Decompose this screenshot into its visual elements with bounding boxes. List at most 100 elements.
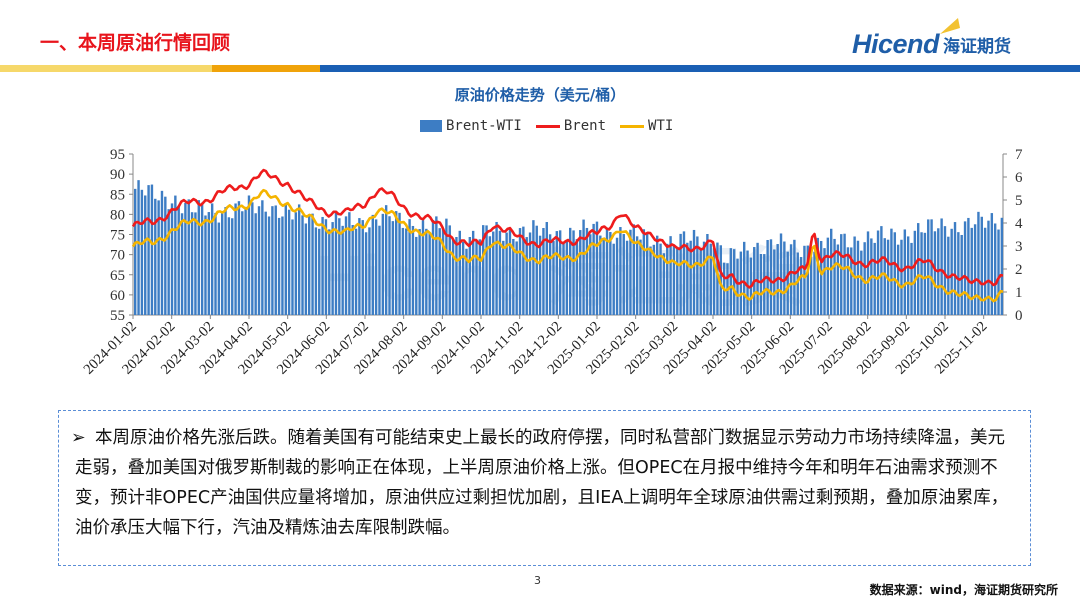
bar-brent-wti xyxy=(823,248,826,315)
bar-brent-wti xyxy=(545,222,548,315)
bar-brent-wti xyxy=(428,232,431,315)
bar-brent-wti xyxy=(896,244,900,315)
chart-legend: Brent-WTI Brent WTI xyxy=(420,118,687,134)
legend-item-brent: Brent xyxy=(535,118,607,134)
bar-brent-wti xyxy=(217,222,221,315)
bar-brent-wti xyxy=(997,229,1000,315)
bar-brent-wti xyxy=(659,243,662,315)
y-left-tick-label: 90 xyxy=(110,167,125,183)
bar-brent-wti xyxy=(579,230,582,315)
bar-brent-wti xyxy=(492,231,495,315)
bar-brent-wti xyxy=(438,228,441,315)
y-left-tick-label: 95 xyxy=(110,147,125,163)
legend-label-wti: WTI xyxy=(648,118,674,134)
bar-brent-wti xyxy=(642,229,646,315)
bar-brent-wti xyxy=(318,228,321,315)
bar-brent-wti xyxy=(267,216,271,315)
bar-brent-wti xyxy=(719,245,722,315)
bar-brent-wti xyxy=(164,196,167,315)
bar-brent-wti xyxy=(860,250,863,315)
bar-brent-wti xyxy=(190,212,194,315)
bar-brent-wti xyxy=(585,227,589,315)
bar-brent-wti xyxy=(361,220,364,315)
bar-brent-wti xyxy=(953,222,957,315)
bar-brent-wti xyxy=(291,219,294,315)
bar-brent-wti xyxy=(846,247,850,315)
bar-brent-wti xyxy=(445,218,448,315)
bar-brent-wti xyxy=(154,198,157,315)
bar-brent-wti xyxy=(876,230,880,315)
bar-brent-wti xyxy=(649,246,652,315)
bar-brent-wti xyxy=(328,229,331,315)
bar-brent-wti xyxy=(354,228,358,315)
bar-brent-wti xyxy=(615,237,619,315)
y-right-tick-label: 1 xyxy=(1015,285,1023,301)
bar-brent-wti xyxy=(736,258,739,315)
bar-brent-wti xyxy=(425,228,428,315)
bar-brent-wti xyxy=(167,209,170,315)
y-left-tick-label: 60 xyxy=(110,288,125,304)
bar-brent-wti xyxy=(468,237,472,315)
chart-title: 原油价格走势（美元/桶） xyxy=(454,86,626,104)
y-right-tick-label: 2 xyxy=(1015,262,1023,278)
bar-brent-wti xyxy=(913,230,917,315)
bar-brent-wti xyxy=(495,221,498,315)
bar-brent-wti xyxy=(308,214,311,315)
bar-brent-wti xyxy=(415,236,418,315)
bar-brent-wti xyxy=(595,221,599,315)
bar-brent-wti xyxy=(488,236,492,315)
bar-brent-wti xyxy=(304,223,308,315)
bar-brent-wti xyxy=(689,240,692,315)
bar-brent-wti xyxy=(843,233,846,315)
bar-brent-wti xyxy=(150,184,154,315)
bar-brent-wti xyxy=(147,185,150,315)
bar-brent-wti xyxy=(518,228,522,315)
bar-brent-wti xyxy=(344,216,348,315)
bar-brent-wti xyxy=(779,233,783,315)
bar-brent-wti xyxy=(485,225,488,315)
y-right-tick-label: 4 xyxy=(1015,216,1023,232)
bar-brent-wti xyxy=(796,252,799,315)
line-wti xyxy=(131,188,1004,303)
bar-brent-wti xyxy=(505,232,508,315)
bar-brent-wti xyxy=(873,242,876,315)
header-band-orange xyxy=(212,65,320,72)
bar-brent-wti xyxy=(542,228,545,315)
bar-brent-wti xyxy=(977,211,980,315)
bar-brent-wti xyxy=(405,228,408,315)
bar-brent-wti xyxy=(910,242,913,315)
page-number: 3 xyxy=(534,574,541,587)
y-left-tick-label: 80 xyxy=(110,207,125,223)
bar-brent-wti xyxy=(458,230,461,315)
bar-brent-wti xyxy=(552,241,555,315)
commentary-text: 本周原油价格先涨后跌。随着美国有可能结束史上最长的政府停摆，同时私营部门数据显示… xyxy=(75,428,1009,538)
bar-brent-wti xyxy=(535,225,538,315)
bar-brent-wti xyxy=(625,240,629,315)
bar-brent-wti xyxy=(592,223,595,315)
legend-label-brent: Brent xyxy=(563,118,607,134)
bar-brent-wti xyxy=(927,219,930,315)
bar-brent-wti xyxy=(207,212,211,315)
bar-brent-wti xyxy=(294,212,298,315)
bar-brent-wti xyxy=(371,214,374,315)
legend-swatch-wti xyxy=(620,124,645,128)
bar-brent-wti xyxy=(508,227,512,315)
logo-chinese-name: 海证期货 xyxy=(943,36,1012,57)
y-left-tick-label: 75 xyxy=(110,228,125,244)
bar-brent-wti xyxy=(522,226,525,315)
bar-brent-wti xyxy=(565,240,569,315)
bar-brent-wti xyxy=(395,211,398,315)
slide-title: 一、本周原油行情回顾 xyxy=(40,32,231,54)
bar-brent-wti xyxy=(338,218,341,315)
bar-brent-wti xyxy=(170,203,174,315)
bar-brent-wti xyxy=(622,234,625,315)
bar-brent-wti xyxy=(743,241,746,315)
bar-brent-wti xyxy=(441,228,445,315)
header-band-yellow xyxy=(0,65,212,72)
bar-brent-wti xyxy=(475,240,478,315)
bar-brent-wti xyxy=(391,221,395,315)
bar-brent-wti xyxy=(502,240,505,315)
bar-brent-wti xyxy=(482,225,485,315)
bar-brent-wti xyxy=(679,233,682,315)
bar-brent-wti xyxy=(756,242,759,315)
